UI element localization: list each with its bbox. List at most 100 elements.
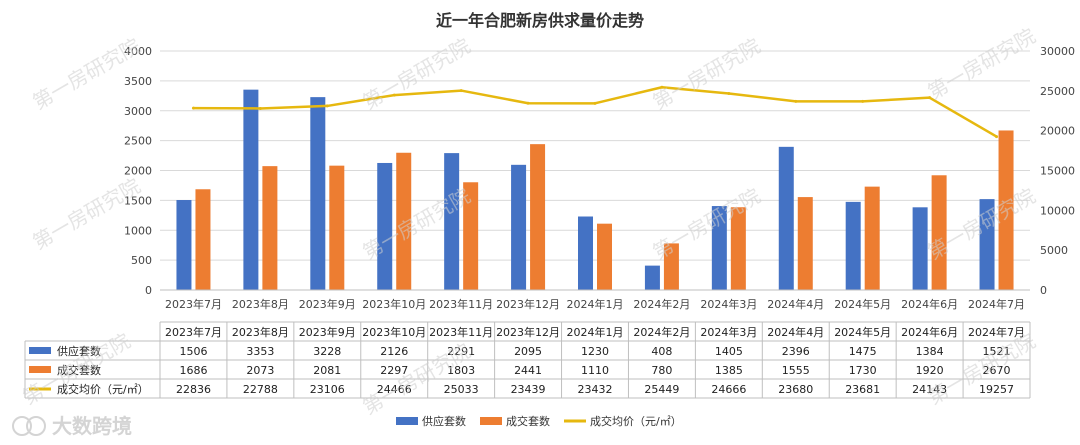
table-legend-swatch [29, 347, 51, 354]
supply-bar [845, 201, 861, 290]
table-cell: 2126 [380, 345, 408, 358]
supply-bar [243, 89, 259, 290]
table-cell: 19257 [979, 383, 1014, 396]
transaction-bar [597, 223, 612, 290]
legend-label: 供应套数 [422, 414, 466, 428]
table-cell: 1506 [179, 345, 207, 358]
avg-price-point [861, 99, 865, 103]
table-header-cell: 2023年10月 [362, 325, 426, 339]
supply-bar [644, 265, 660, 290]
y-right-tick-label: 30000 [1040, 45, 1075, 58]
transaction-bar [530, 144, 546, 290]
table-cell: 2081 [313, 364, 341, 377]
table-cell: 3353 [246, 345, 274, 358]
table-cell: 1385 [715, 364, 743, 377]
avg-price-point [258, 106, 262, 110]
y-left-tick-label: 3000 [124, 105, 152, 118]
transaction-bar [463, 182, 479, 290]
supply-bar [310, 97, 326, 290]
transaction-bar [931, 175, 947, 290]
table-cell: 1803 [447, 364, 475, 377]
x-tick-label: 2024年7月 [968, 297, 1025, 311]
x-tick-label: 2023年8月 [232, 297, 289, 311]
watermark: 第一房研究院 [649, 184, 765, 265]
table-cell: 2073 [246, 364, 274, 377]
table-row-label: 供应套数 [57, 344, 101, 358]
table-cell: 22788 [243, 383, 278, 396]
table-header-cell: 2024年7月 [968, 325, 1025, 339]
table-header-cell: 2024年6月 [901, 325, 958, 339]
avg-price-point [727, 91, 731, 95]
table-cell: 2441 [514, 364, 542, 377]
table-cell: 1384 [916, 345, 944, 358]
avg-price-point [995, 135, 999, 139]
table-cell: 1521 [983, 345, 1011, 358]
table-cell: 2297 [380, 364, 408, 377]
x-tick-label: 2024年2月 [633, 297, 690, 311]
x-tick-label: 2023年10月 [362, 297, 426, 311]
table-legend-swatch [29, 366, 51, 373]
x-tick-label: 2023年12月 [496, 297, 560, 311]
watermark: 第一房研究院 [924, 24, 1040, 105]
y-left-tick-label: 0 [145, 284, 152, 297]
avg-price-point [526, 101, 530, 105]
supply-bar [578, 216, 593, 290]
table-cell: 2095 [514, 345, 542, 358]
table-header-cell: 2024年5月 [834, 325, 891, 339]
table-cell: 24466 [377, 383, 412, 396]
transaction-bar [262, 166, 278, 290]
supply-bar [176, 200, 192, 290]
table-row-label: 成交套数 [57, 363, 101, 377]
table-cell: 23106 [310, 383, 345, 396]
y-left-tick-label: 1000 [124, 224, 152, 237]
table-header-cell: 2023年9月 [299, 325, 356, 339]
table-cell: 1920 [916, 364, 944, 377]
table-cell: 2670 [983, 364, 1011, 377]
transaction-bar [730, 207, 746, 290]
watermark: 第一房研究院 [649, 34, 765, 115]
y-right-tick-label: 20000 [1040, 125, 1075, 138]
table-header-cell: 2024年4月 [767, 325, 824, 339]
table-header-cell: 2023年7月 [165, 325, 222, 339]
table-cell: 408 [651, 345, 672, 358]
table-cell: 1475 [849, 345, 877, 358]
table-header-cell: 2024年3月 [700, 325, 757, 339]
transaction-bar [329, 165, 345, 290]
avg-price-point [794, 99, 798, 103]
y-right-tick-label: 10000 [1040, 204, 1075, 217]
x-tick-label: 2023年9月 [299, 297, 356, 311]
table-header-cell: 2023年11月 [429, 325, 493, 339]
table-row-label: 成交均价（元/㎡） [57, 382, 149, 396]
avg-price-point [459, 89, 463, 93]
table-header-cell: 2024年1月 [567, 325, 624, 339]
brand-logo-icon [26, 416, 46, 436]
table-cell: 23439 [511, 383, 546, 396]
table-cell: 1730 [849, 364, 877, 377]
x-tick-label: 2024年6月 [901, 297, 958, 311]
table-cell: 1230 [581, 345, 609, 358]
x-tick-label: 2024年1月 [567, 297, 624, 311]
table-cell: 2291 [447, 345, 475, 358]
table-cell: 3228 [313, 345, 341, 358]
table-header-cell: 2024年2月 [633, 325, 690, 339]
transaction-bar [396, 152, 412, 290]
transaction-bar [998, 130, 1014, 290]
avg-price-point [660, 85, 664, 89]
avg-price-point [191, 106, 195, 110]
legend-swatch [480, 417, 502, 425]
brand-logo-icon [12, 416, 32, 436]
x-tick-label: 2023年11月 [429, 297, 493, 311]
table-cell: 22836 [176, 383, 211, 396]
watermark: 第一房研究院 [29, 174, 145, 255]
table-cell: 1555 [782, 364, 810, 377]
avg-price-point [325, 104, 329, 108]
table-cell: 2396 [782, 345, 810, 358]
transaction-bar [663, 243, 679, 290]
brand-logo-text: 大数跨境 [52, 414, 132, 438]
y-right-tick-label: 15000 [1040, 165, 1075, 178]
legend-label: 成交套数 [506, 414, 550, 428]
y-left-tick-label: 1500 [124, 194, 152, 207]
table-cell: 24666 [711, 383, 746, 396]
